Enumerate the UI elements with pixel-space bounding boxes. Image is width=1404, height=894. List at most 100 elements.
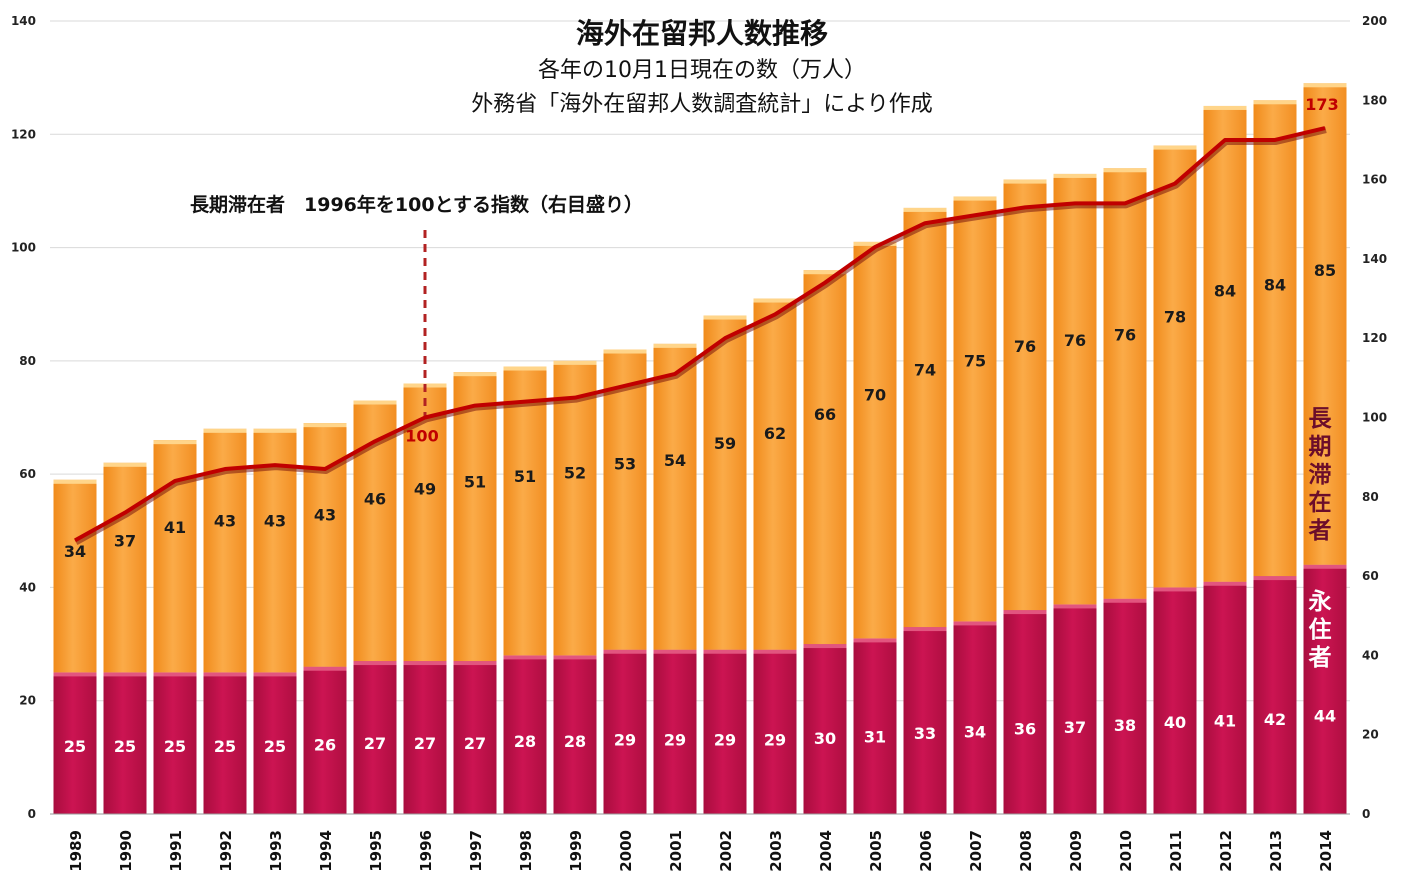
y-left-tick-label: 0 [28, 807, 36, 821]
bar-long-term-bevel [1003, 179, 1047, 184]
bar-permanent [953, 621, 997, 814]
data-label-long-term: 54 [664, 451, 686, 470]
y-left-tick-label: 60 [19, 467, 36, 481]
bar-permanent [853, 638, 897, 814]
data-label-permanent: 29 [764, 731, 786, 750]
x-tick-label: 1990 [117, 830, 135, 872]
y-right-tick-label: 60 [1362, 569, 1379, 583]
bar-permanent [503, 655, 547, 814]
bar-long-term [853, 241, 897, 639]
data-label-long-term: 76 [1114, 325, 1136, 344]
bar-long-term-bevel [303, 423, 347, 428]
y-left-tick-label: 20 [19, 694, 36, 708]
data-label-permanent: 26 [314, 735, 336, 754]
bar-long-term-bevel [903, 207, 947, 212]
bar-permanent-bevel [353, 661, 397, 666]
bar-permanent-bevel [803, 644, 847, 649]
bar-permanent [553, 655, 597, 814]
bar-permanent-bevel [203, 672, 247, 677]
bars [53, 83, 1347, 814]
x-tick-label: 2013 [1267, 830, 1285, 872]
bar-permanent-bevel [653, 649, 697, 654]
bar-permanent [203, 672, 247, 814]
bar-permanent-bevel [253, 672, 297, 677]
bar-permanent [1053, 604, 1097, 814]
data-label-permanent: 34 [964, 723, 986, 742]
bar-permanent-bevel [553, 655, 597, 660]
bar-long-term [53, 479, 97, 673]
data-label-long-term: 59 [714, 434, 736, 453]
bar-long-term [553, 360, 597, 656]
bar-permanent-bevel [1053, 604, 1097, 609]
x-tick-label: 2011 [1167, 830, 1185, 872]
bar-long-term-bevel [53, 479, 97, 484]
bar-permanent-bevel [1003, 610, 1047, 615]
data-label-permanent: 25 [264, 737, 286, 756]
chart-source: 外務省「海外在留邦人数調査統計」により作成 [471, 92, 933, 117]
data-label-permanent: 30 [814, 729, 836, 748]
bar-permanent-bevel [853, 638, 897, 643]
bar-permanent [353, 661, 397, 814]
bar-long-term [603, 349, 647, 650]
bar-permanent [53, 672, 97, 814]
bar-permanent [403, 661, 447, 814]
bar-permanent [1003, 610, 1047, 814]
data-label-permanent: 42 [1264, 710, 1286, 729]
chart-subtitle: 各年の10月1日現在の数（万人） [538, 58, 866, 83]
series-label-long-term: 長期滞在者 [1308, 406, 1332, 544]
x-tick-label: 2009 [1067, 830, 1085, 872]
index-point-label: 100 [405, 427, 438, 446]
bar-long-term [1303, 83, 1347, 565]
bar-long-term [503, 366, 547, 656]
bar-long-term [703, 315, 747, 650]
index-annotation: 長期滞在者 1996年を100とする指数（右目盛り） [190, 194, 643, 216]
data-label-permanent: 25 [214, 737, 236, 756]
bar-long-term [1053, 173, 1097, 605]
bar-long-term [1203, 105, 1247, 582]
bar-long-term-bevel [1103, 168, 1147, 173]
y-right-tick-label: 80 [1362, 490, 1379, 504]
data-label-permanent: 25 [164, 737, 186, 756]
bar-permanent-bevel [303, 666, 347, 671]
bar-long-term-bevel [353, 400, 397, 405]
data-label-long-term: 66 [814, 405, 836, 424]
bar-permanent-bevel [403, 661, 447, 666]
data-label-long-term: 84 [1214, 281, 1236, 300]
x-tick-label: 2004 [817, 830, 835, 872]
data-label-permanent: 29 [664, 731, 686, 750]
bar-long-term [1153, 145, 1197, 588]
bar-long-term-bevel [1203, 105, 1247, 110]
bar-long-term-bevel [553, 360, 597, 365]
y-left-tick-label: 120 [11, 127, 36, 141]
bar-long-term-bevel [253, 428, 297, 433]
bar-long-term [103, 462, 147, 673]
data-label-long-term: 51 [464, 473, 486, 492]
data-label-long-term: 46 [364, 490, 386, 509]
x-tick-label: 2014 [1317, 830, 1335, 872]
data-label-permanent: 31 [864, 727, 886, 746]
bar-permanent-bevel [503, 655, 547, 660]
data-label-long-term: 43 [214, 511, 236, 530]
data-label-permanent: 37 [1064, 718, 1086, 737]
bar-long-term [1103, 168, 1147, 599]
x-tick-label: 2005 [867, 830, 885, 872]
series-label-permanent: 永住者 [1308, 589, 1332, 671]
x-tick-label: 1991 [167, 830, 185, 872]
data-label-long-term: 62 [764, 424, 786, 443]
bar-long-term-bevel [653, 343, 697, 348]
x-tick-label: 1999 [567, 830, 585, 872]
x-tick-label: 1989 [67, 830, 85, 872]
bar-permanent [603, 649, 647, 814]
x-tick-label: 1996 [417, 830, 435, 872]
bar-long-term-bevel [803, 270, 847, 275]
bar-permanent [303, 666, 347, 814]
bar-long-term-bevel [853, 241, 897, 246]
y-right-tick-label: 120 [1362, 331, 1387, 345]
data-label-permanent: 28 [564, 732, 586, 751]
data-label-permanent: 27 [364, 734, 386, 753]
data-label-long-term: 49 [414, 480, 436, 499]
bar-permanent-bevel [903, 627, 947, 632]
bar-permanent-bevel [153, 672, 197, 677]
bar-permanent [1253, 576, 1297, 814]
x-tick-label: 2010 [1117, 830, 1135, 872]
